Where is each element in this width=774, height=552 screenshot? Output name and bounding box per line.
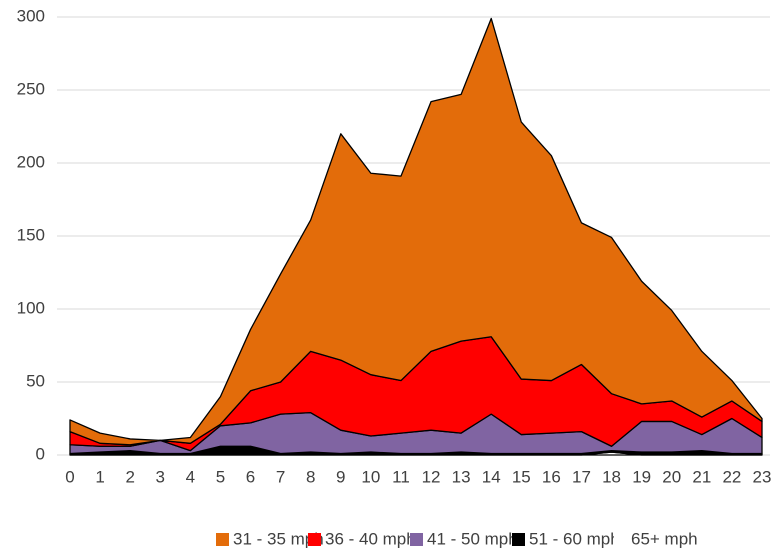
x-tick-label: 10: [361, 467, 380, 486]
legend-label: 65+ mph: [631, 529, 698, 548]
x-tick-label: 16: [542, 467, 561, 486]
x-tick-label: 15: [512, 467, 531, 486]
x-tick-label: 18: [602, 467, 621, 486]
y-tick-label: 250: [17, 79, 45, 98]
y-tick-label: 300: [17, 6, 45, 25]
x-tick-label: 20: [662, 467, 681, 486]
area: [69, 17, 763, 446]
x-tick-label: 8: [306, 467, 315, 486]
x-tick-label: 13: [452, 467, 471, 486]
legend-swatch: [308, 533, 321, 546]
x-tick-label: 0: [65, 467, 74, 486]
x-tick-label: 22: [722, 467, 741, 486]
legend-label: 41 - 50 mph: [427, 529, 518, 548]
legend-swatch: [512, 533, 525, 546]
legend-swatch: [410, 533, 423, 546]
x-tick-label: 2: [125, 467, 134, 486]
legend-label: 51 - 60 mph: [529, 529, 620, 548]
legend-label: 36 - 40 mph: [325, 529, 416, 548]
x-tick-label: 17: [572, 467, 591, 486]
x-tick-label: 5: [216, 467, 225, 486]
legend-swatch: [216, 533, 229, 546]
x-tick-label: 12: [422, 467, 441, 486]
x-tick-label: 4: [186, 467, 195, 486]
legend-swatch: [614, 533, 627, 546]
x-tick-label: 6: [246, 467, 255, 486]
y-tick-label: 100: [17, 298, 45, 317]
x-tick-label: 7: [276, 467, 285, 486]
x-tick-label: 3: [156, 467, 165, 486]
x-tick-label: 19: [632, 467, 651, 486]
y-tick-label: 50: [26, 371, 45, 390]
x-tick-label: 1: [95, 467, 104, 486]
x-tick-label: 9: [336, 467, 345, 486]
legend-label: 31 - 35 mph: [233, 529, 324, 548]
x-tick-label: 11: [392, 467, 410, 486]
y-tick-label: 0: [36, 444, 45, 463]
x-tick-label: 23: [753, 467, 772, 486]
x-tick-label: 14: [482, 467, 501, 486]
y-tick-label: 150: [17, 225, 45, 244]
x-tick-label: 21: [692, 467, 711, 486]
y-tick-label: 200: [17, 152, 45, 171]
